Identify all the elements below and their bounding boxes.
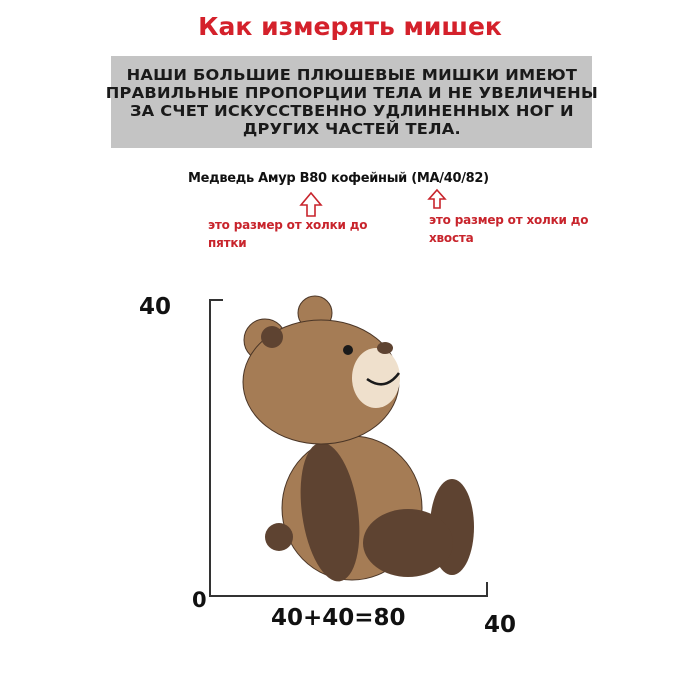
bear-eye [343,345,353,355]
product-name: Медведь Амур В80 кофейный (МА/40/82) [188,171,489,186]
banner-line: ЗА СЧЕТ ИСКУССТВЕННО УДЛИНЕННЫХ НОГ И [129,102,574,120]
length-label: 40+40=80 [271,605,406,631]
up-arrow-outline-icon [427,188,447,209]
bear-arm [300,442,360,582]
banner-line: ДРУГИХ ЧАСТЕЙ ТЕЛА. [242,120,461,138]
teddy-bear-drawing [242,295,474,582]
height-label: 40 [139,294,172,320]
page-title: Как измерять мишек [198,12,502,41]
up-arrow-outline-icon [299,191,323,217]
bear-thigh [363,509,453,577]
annotation-line: это размер от холки до [208,218,368,232]
info-banner: НАШИ БОЛЬШИЕ ПЛЮШЕВЫЕ МИШКИ ИМЕЮТ ПРАВИЛ… [105,56,597,148]
banner-text: НАШИ БОЛЬШИЕ ПЛЮШЕВЫЕ МИШКИ ИМЕЮТ ПРАВИЛ… [105,66,597,138]
bear-mouth [366,372,401,386]
banner-line: ПРАВИЛЬНЫЕ ПРОПОРЦИИ ТЕЛА И НЕ УВЕЛИЧЕНЫ [105,84,598,102]
annotation-withers-to-tail: это размер от холки до хвоста [429,211,588,247]
bear-tail [265,523,293,551]
annotation-line: пятки [208,236,247,250]
banner-line: НАШИ БОЛЬШИЕ ПЛЮШЕВЫЕ МИШКИ ИМЕЮТ [126,66,577,84]
origin-label: 0 [192,588,207,612]
bear-inner-ear [261,326,283,348]
dimension-bracket [209,299,488,597]
annotation-line: хвоста [429,231,474,245]
annotation-withers-to-heel: это размер от холки до пятки [208,216,367,252]
depth-label: 40 [484,612,517,638]
bear-nose [377,342,393,354]
bear-muzzle [352,348,400,408]
annotation-line: это размер от холки до [429,213,589,227]
